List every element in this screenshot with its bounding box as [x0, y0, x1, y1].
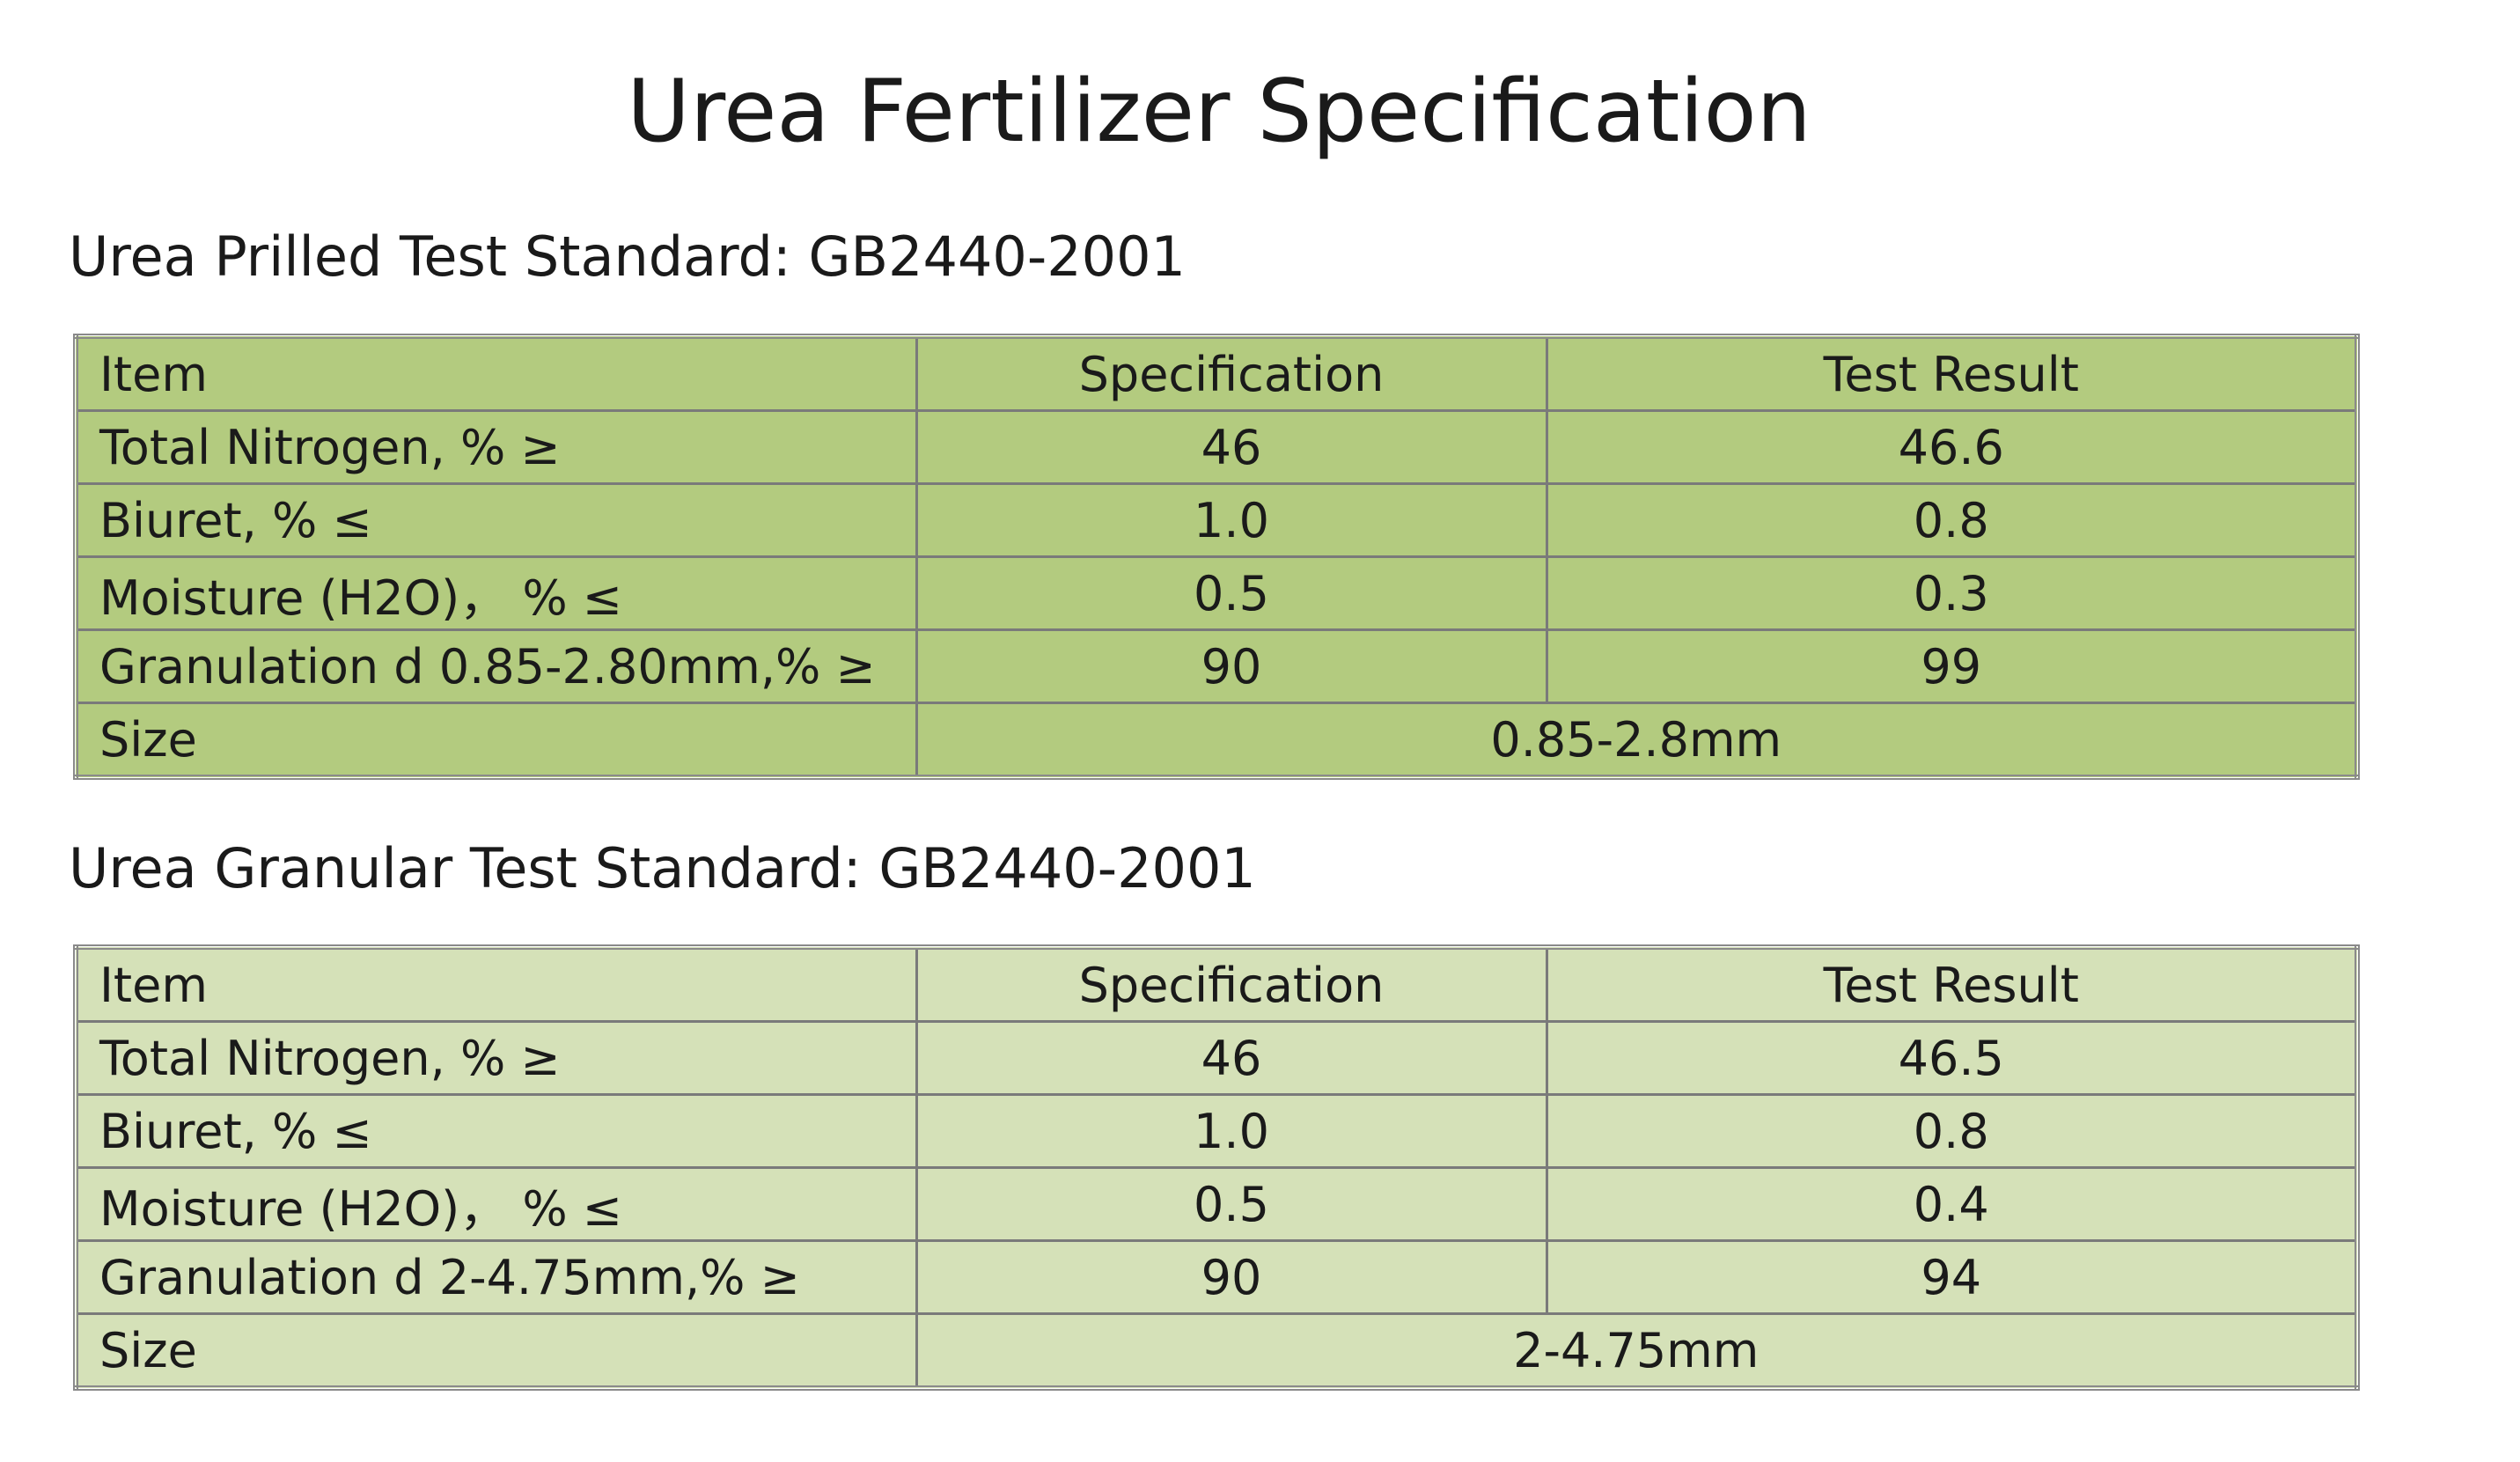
header-row: Item Specification Test Result [74, 334, 2359, 412]
table-cell: 99 [1545, 628, 2359, 704]
header-row: Item Specification Test Result [74, 945, 2359, 1023]
table-cell: Moisture (H2O)， % ≤ [74, 555, 918, 631]
table-cell: 0.8 [1545, 1093, 2359, 1169]
table-row: Moisture (H2O)， % ≤0.5 0.4 [74, 1166, 2359, 1242]
header-cell: Item [74, 945, 918, 1023]
table-cell: 46.6 [1545, 409, 2359, 485]
table-row: Biuret, % ≤1.0 0.8 [74, 482, 2359, 558]
table-cell: 0.5 [915, 555, 1548, 631]
table-cell: 46 [915, 1020, 1548, 1096]
table-cell: 0.3 [1545, 555, 2359, 631]
table-cell: 0.8 [1545, 482, 2359, 558]
table-cell: Biuret, % ≤ [74, 482, 918, 558]
table-cell: 90 [915, 1239, 1548, 1315]
table-cell: 1.0 [915, 482, 1548, 558]
table-cell: Biuret, % ≤ [74, 1093, 918, 1169]
table-heading: Urea Granular Test Standard: GB2440-2001 [69, 836, 1256, 900]
table-heading: Urea Prilled Test Standard: GB2440-2001 [69, 224, 1187, 289]
table-cell: 46 [915, 409, 1548, 485]
table-row: Biuret, % ≤1.0 0.8 [74, 1093, 2359, 1169]
table-row: Total Nitrogen, % ≥46 46.6 [74, 409, 2359, 485]
header-cell: Specification [915, 945, 1548, 1023]
table-cell: Moisture (H2O)， % ≤ [74, 1166, 918, 1242]
table-cell: Total Nitrogen, % ≥ [74, 409, 918, 485]
table-cell: 1.0 [915, 1093, 1548, 1169]
size-row: Size 0.85-2.8mm [74, 702, 2359, 779]
table-cell: Total Nitrogen, % ≥ [74, 1020, 918, 1096]
table-row: Granulation d 0.85-2.80mm,% ≥90 99 [74, 628, 2359, 704]
table-cell: 90 [915, 628, 1548, 704]
header-cell: Item [74, 334, 918, 412]
table-row: Moisture (H2O)， % ≤0.5 0.3 [74, 555, 2359, 631]
table-row: Total Nitrogen, % ≥46 46.5 [74, 1020, 2359, 1096]
page-title: Urea Fertilizer Specification [627, 62, 1811, 162]
table-cell: Size [74, 702, 918, 779]
table-cell: 0.5 [915, 1166, 1548, 1242]
table-cell: Granulation d 2-4.75mm,% ≥ [74, 1239, 918, 1315]
header-cell: Test Result [1545, 945, 2359, 1023]
table-cell: 94 [1545, 1239, 2359, 1315]
header-cell: Specification [915, 334, 1548, 412]
table-cell: 0.85-2.8mm [915, 702, 2359, 779]
table-cell: 0.4 [1545, 1166, 2359, 1242]
table-row: Granulation d 2-4.75mm,% ≥90 94 [74, 1239, 2359, 1315]
size-row: Size 2-4.75mm [74, 1312, 2359, 1390]
header-cell: Test Result [1545, 334, 2359, 412]
table-cell: 2-4.75mm [915, 1312, 2359, 1390]
table-cell: Granulation d 0.85-2.80mm,% ≥ [74, 628, 918, 704]
table-cell: Size [74, 1312, 918, 1390]
spec-table: Item Specification Test Result Total Nitrog… [73, 334, 2360, 780]
spec-table: Item Specification Test Result Total Nitrog… [73, 944, 2360, 1391]
table-cell: 46.5 [1545, 1020, 2359, 1096]
